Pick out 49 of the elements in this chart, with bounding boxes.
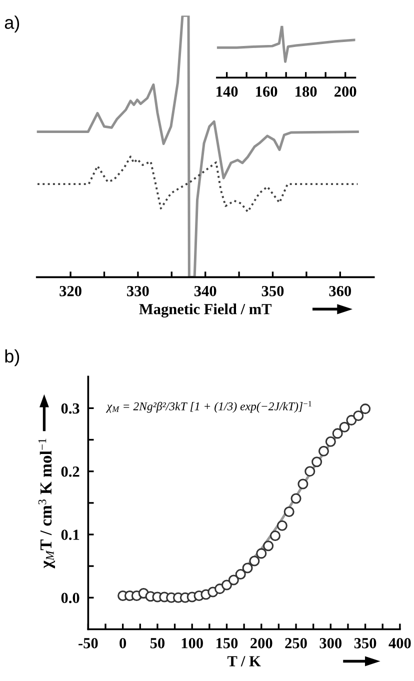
point <box>284 506 294 518</box>
x-tick-label: 140 <box>216 86 238 97</box>
x-tick-label: 360 <box>329 286 352 296</box>
point <box>312 456 322 468</box>
point <box>221 580 232 590</box>
point <box>256 548 267 559</box>
y-tick-label: 0.1 <box>61 530 80 540</box>
point <box>332 428 343 439</box>
x-tick-label: 160 <box>256 86 278 97</box>
y-tick-label: 0.3 <box>61 403 80 414</box>
x-tick-label: 400 <box>388 638 411 648</box>
x-tick-label: 0 <box>120 638 126 648</box>
point <box>353 410 364 422</box>
point <box>270 530 280 542</box>
point <box>339 422 350 432</box>
x-tick-label: 350 <box>354 638 376 648</box>
x-axis-title: T / K <box>227 656 261 666</box>
point <box>263 540 274 552</box>
x-tick-label: 320 <box>60 286 82 296</box>
x-tick-label: 200 <box>334 86 356 97</box>
x-axis-title: Magnetic Field / mT <box>139 304 272 318</box>
point <box>360 404 371 414</box>
x-tick-label: 100 <box>182 638 203 648</box>
x-tick-label: 200 <box>250 638 272 648</box>
point <box>298 478 308 490</box>
x-tick-label: 150 <box>216 638 238 648</box>
x-tick-label: 340 <box>194 286 216 296</box>
point <box>235 569 246 580</box>
text: a) <box>4 16 20 32</box>
x-tick-label: 300 <box>320 638 342 648</box>
y-tick-label: 0.2 <box>61 466 80 477</box>
point <box>325 436 336 447</box>
point <box>228 574 239 586</box>
point <box>276 520 288 531</box>
y-tick-label: 0.0 <box>61 592 80 604</box>
x-tick-label: 250 <box>285 638 307 648</box>
point <box>290 493 302 504</box>
x-tick-label: 50 <box>150 638 165 648</box>
point <box>318 446 329 456</box>
annotation: χ$_{M}$ = 2Ng²β²/3kT [1 + (1/3) exp(−2J/kT)]$^{−1}$ <box>106 400 312 413</box>
point <box>249 556 260 566</box>
y-axis-title: χ$_{M}$T / cm$^{3}$ K mol$^{−1}$ <box>38 438 55 568</box>
x-tick-label: 330 <box>127 286 149 296</box>
x-tick-label: 180 <box>296 86 317 97</box>
text: b) <box>5 349 20 366</box>
point <box>304 466 316 477</box>
point <box>242 562 253 574</box>
x-tick-label: 350 <box>262 286 284 296</box>
x-tick-label: -50 <box>78 638 98 648</box>
